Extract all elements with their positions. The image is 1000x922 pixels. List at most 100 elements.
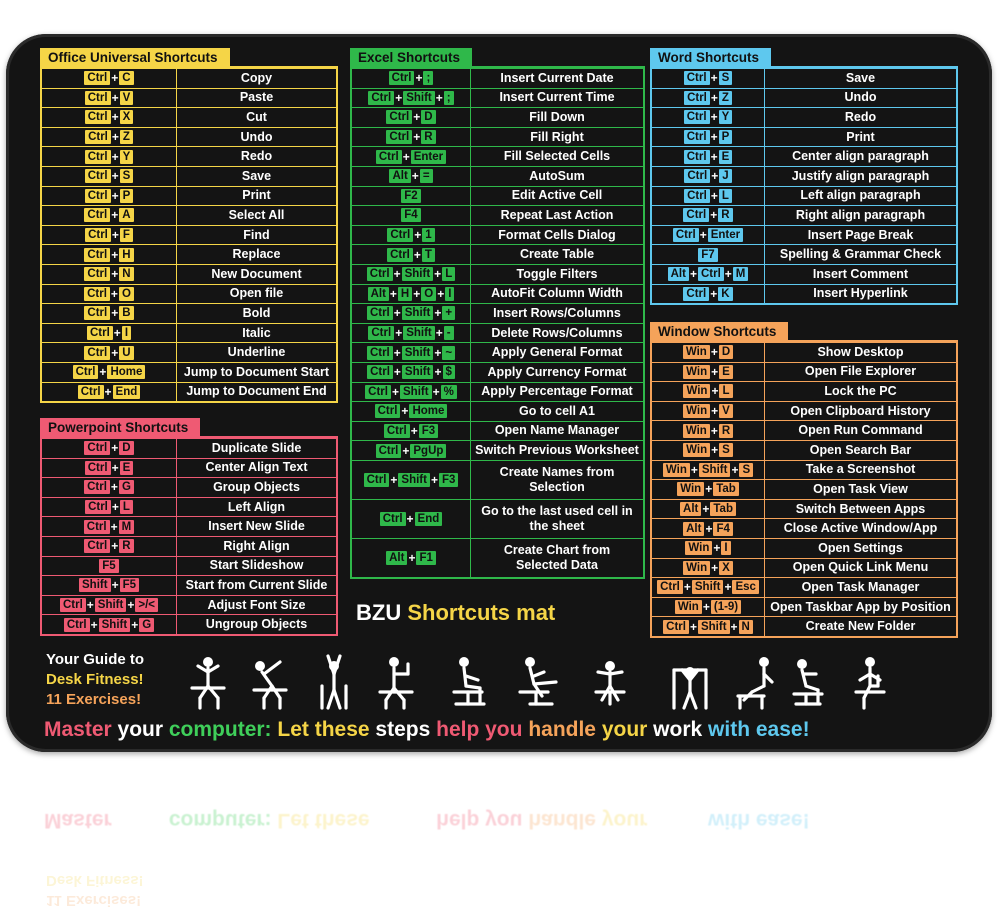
key-cap: Win <box>683 560 711 575</box>
shortcut-keys: Ctrl + End <box>42 382 177 402</box>
shortcut-action: Take a Screenshot <box>805 462 916 477</box>
shortcut-keys: Ctrl + C <box>42 69 177 88</box>
shortcut-action: Insert Current Time <box>499 90 615 105</box>
shortcut-keys: Alt + Tab <box>652 499 765 519</box>
key-cap: R <box>718 423 734 438</box>
shortcut-row: Win + V Open Clipboard History <box>652 400 956 421</box>
guide-reflection-line: Your Guide to <box>46 852 145 869</box>
shortcut-keys: Ctrl + A <box>42 206 177 225</box>
shortcut-action: Cut <box>246 109 267 124</box>
plus-sign: + <box>710 345 718 360</box>
shortcut-keys: Win + R <box>652 421 765 440</box>
plus-sign: + <box>705 482 713 497</box>
motto-word: Let these <box>277 718 376 741</box>
shortcut-action: Go to cell A1 <box>519 403 595 418</box>
shortcut-row: Ctrl + Shift +; Insert Current Time <box>352 87 643 108</box>
key-cap: G <box>118 480 134 495</box>
key-cap: Shift <box>401 267 434 282</box>
shortcut-row: Ctrl + Shift + F3 Create Names from Selection <box>352 459 643 499</box>
key-cap: Ctrl <box>83 519 110 534</box>
shortcut-action: Right align paragraph <box>795 207 926 222</box>
plus-sign: + <box>113 326 121 341</box>
shortcut-row: Ctrl + U Underline <box>42 342 336 362</box>
torso-rotation-icon <box>792 659 824 706</box>
shortcut-row: Shift + F5 Start from Current Slide <box>42 575 336 595</box>
shortcut-action: Insert Rows/Columns <box>493 305 621 320</box>
shortcut-keys: Ctrl + V <box>42 88 177 108</box>
shortcut-row: Ctrl + Z Undo <box>42 126 336 147</box>
shortcut-action: Close Active Window/App <box>783 521 938 536</box>
shortcut-keys: Win + Tab <box>652 480 765 499</box>
key-cap: Ctrl <box>84 267 111 282</box>
shortcut-row: Ctrl + P Print <box>652 126 956 147</box>
shortcut-row: Ctrl + Z Undo <box>652 87 956 108</box>
key-cap: I <box>721 541 731 556</box>
key-cap: Shift <box>79 578 111 593</box>
guide-line: 11 Exercises! <box>46 691 142 708</box>
shortcut-row: Ctrl + Home Jump to Document Start <box>42 361 336 382</box>
key-cap: Shift <box>94 598 127 613</box>
plus-sign: + <box>110 519 118 534</box>
plus-sign: + <box>710 149 718 164</box>
motto-reflection-word: computer: <box>168 809 278 832</box>
key-cap: = <box>419 169 433 184</box>
key-cap: ; <box>423 71 434 86</box>
motto-reflection-word: Let these <box>277 809 376 832</box>
plus-sign: + <box>683 580 691 595</box>
shortcut-row: Ctrl + D Fill Down <box>352 107 643 127</box>
shortcut-row: Ctrl + V Paste <box>42 87 336 108</box>
shortcut-action: Switch Between Apps <box>795 501 926 516</box>
window-shortcuts-panel: Window Shortcuts Win + D Show Desktop Win + E Op… <box>650 322 958 638</box>
plus-sign: + <box>111 90 119 105</box>
key-cap: Alt <box>680 502 702 517</box>
plus-sign: + <box>710 130 718 145</box>
key-cap: Ctrl <box>388 71 415 86</box>
key-cap: Ctrl <box>84 480 110 495</box>
shortcut-action: Print <box>846 129 875 144</box>
shortcut-keys: Alt + = <box>352 166 471 186</box>
plus-sign: + <box>111 345 119 360</box>
shortcut-action: Copy <box>240 70 273 85</box>
key-cap: Ctrl <box>84 247 111 262</box>
guide-line: Desk Fitness! <box>46 671 144 688</box>
key-cap: Home <box>409 404 448 419</box>
key-cap: F3 <box>418 423 439 438</box>
key-cap: E <box>719 364 733 379</box>
plus-sign: + <box>711 443 719 458</box>
shortcut-action: Center Align Text <box>205 460 308 475</box>
motto-word: work <box>653 718 709 741</box>
key-cap: End <box>414 511 443 526</box>
key-cap: Ctrl <box>368 326 395 341</box>
shortcut-action: Underline <box>227 345 286 360</box>
shortcut-row: Ctrl + X Cut <box>42 107 336 127</box>
shortcut-keys: Ctrl + Z <box>652 88 765 108</box>
plus-sign: + <box>710 286 718 301</box>
key-cap: R <box>119 539 134 554</box>
plus-sign: + <box>111 110 119 125</box>
key-cap: Y <box>718 110 733 125</box>
shortcut-keys: Ctrl + S <box>42 166 177 186</box>
shortcut-row: Win + Tab Open Task View <box>652 479 956 499</box>
desk-push-icon <box>672 667 708 710</box>
shortcut-action: Create New Folder <box>805 619 916 634</box>
powerpoint-shortcuts-panel: Powerpoint Shortcuts Ctrl + D Duplicate Slid… <box>40 418 338 636</box>
key-cap: Z <box>718 90 732 105</box>
key-cap: P <box>119 188 134 203</box>
shortcut-action: Left align paragraph <box>800 188 921 203</box>
key-cap: (1-9) <box>710 600 742 615</box>
shortcut-row: Ctrl + H Replace <box>42 244 336 264</box>
plus-sign: + <box>111 267 119 282</box>
plus-sign: + <box>402 443 410 458</box>
key-cap: F5 <box>99 558 119 573</box>
key-cap: S <box>739 462 754 477</box>
shortcut-row: Ctrl + Shift + N Create New Folder <box>652 616 956 636</box>
shortcut-row: Ctrl + Shift +% Apply Percentage Format <box>352 381 643 402</box>
plus-sign: + <box>393 267 401 282</box>
shortcut-action: AutoSum <box>529 168 585 183</box>
key-cap: F4 <box>713 521 733 536</box>
shortcut-keys: Ctrl + F <box>42 225 177 245</box>
plus-sign: + <box>413 130 421 145</box>
shortcut-action: Jump to Document End <box>186 384 327 399</box>
key-cap: S <box>719 443 733 458</box>
office-panel-title: Office Universal Shortcuts <box>40 48 230 68</box>
